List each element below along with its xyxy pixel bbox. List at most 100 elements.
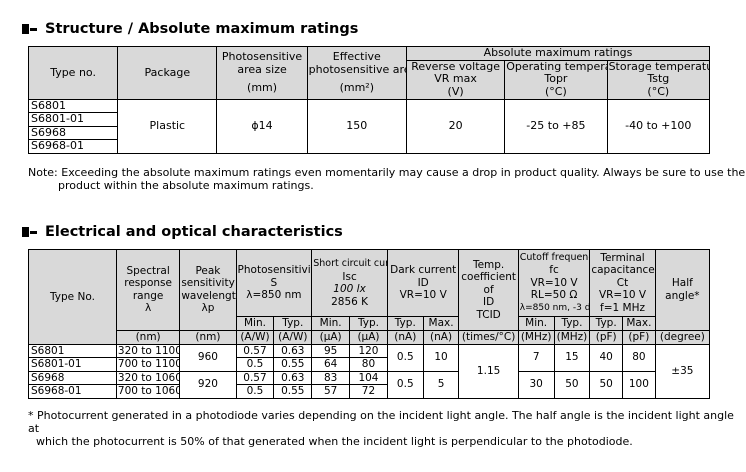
sc-min-cell: 95 <box>311 343 351 358</box>
ps-min-cell: 0.57 <box>235 343 275 358</box>
area-value: ϕ14 <box>216 98 308 154</box>
unit-spectral: (nm) <box>115 329 181 345</box>
subheader-max: Max. <box>422 316 460 331</box>
peak-wavelength-cell: 960 <box>179 343 237 372</box>
type-cell: S6801 <box>27 98 119 113</box>
header-peak-wavelength: Peaksensitivitywavelengthλp <box>179 249 237 331</box>
sc-typ-cell: 120 <box>349 343 388 358</box>
unit-aw: (A/W) <box>273 329 313 345</box>
subheader-min: Min. <box>235 316 275 331</box>
header-dark-current: Dark current ID VR=10 V <box>386 249 460 317</box>
package-value: Plastic <box>117 98 218 154</box>
header-area-size: Photosensitive area size (mm) <box>216 46 308 100</box>
header-package: Package <box>117 46 218 100</box>
ps-typ-cell: 0.55 <box>273 384 313 399</box>
subheader-typ: Typ. <box>589 316 624 331</box>
cutoff-typ-cell: 50 <box>553 370 591 399</box>
header-half-angle: Half angle* <box>654 249 711 331</box>
unit-pf: (pF) <box>589 329 624 345</box>
unit-na: (nA) <box>422 329 460 345</box>
spectral-range-cell: 320 to 1100 <box>115 343 181 358</box>
unit-na: (nA) <box>386 329 424 345</box>
unit-pf: (pF) <box>622 329 656 345</box>
ps-typ-cell: 0.63 <box>273 343 313 358</box>
effective-area-value: 150 <box>306 98 407 154</box>
unit-mhz: (MHz) <box>517 329 555 345</box>
unit-temp: (times/°C) <box>458 329 519 345</box>
structure-table: Type no. Package Photosensitive area size… <box>27 46 711 154</box>
electrical-table: Type No. Spectral response range λ Peak sens… <box>28 249 711 399</box>
subheader-typ: Typ. <box>553 316 591 331</box>
half-angle-cell: ±35 <box>654 343 711 399</box>
reverse-voltage-value: 20 <box>405 98 506 154</box>
operating-temp-value: -25 to +85 <box>504 98 608 154</box>
sc-typ-cell: 72 <box>349 384 388 399</box>
header-reverse-voltage: Reverse voltage VR max (V) <box>405 59 506 100</box>
electrical-note: * Photocurrent generated in a photodiode… <box>28 409 734 448</box>
spectral-range-cell: 700 to 1060 <box>115 384 181 399</box>
dark-max-cell: 5 <box>422 370 460 399</box>
type-cell: S6801 <box>28 343 117 358</box>
type-cell: S6968 <box>27 125 119 140</box>
header-operating-temp: Operating temperatureTopr(°C) <box>504 59 608 100</box>
electrical-section-title: Electrical and optical characteristics <box>22 224 343 240</box>
sc-typ-cell: 80 <box>349 357 388 372</box>
type-cell: S6968-01 <box>28 384 117 399</box>
spectral-range-cell: 320 to 1060 <box>115 370 181 385</box>
ps-min-cell: 0.5 <box>235 384 275 399</box>
subheader-typ: Typ. <box>349 316 388 331</box>
temp-coef-cell: 1.15 <box>458 343 519 399</box>
sc-min-cell: 83 <box>311 370 351 385</box>
subheader-typ: Typ. <box>273 316 313 331</box>
spectral-range-cell: 700 to 1100 <box>115 357 181 372</box>
unit-mhz: (MHz) <box>553 329 591 345</box>
section-bullet-icon <box>22 226 38 238</box>
subheader-min: Min. <box>517 316 555 331</box>
subheader-min: Min. <box>311 316 351 331</box>
ps-min-cell: 0.5 <box>235 357 275 372</box>
peak-wavelength-cell: 920 <box>179 370 237 399</box>
unit-ua: (μA) <box>311 329 351 345</box>
ps-typ-cell: 0.63 <box>273 370 313 385</box>
section-bullet-icon <box>22 23 38 35</box>
header-spectral-range: Spectral response range λ <box>115 249 181 331</box>
type-cell: S6968 <box>28 370 117 385</box>
unit-ua: (μA) <box>349 329 388 345</box>
ps-min-cell: 0.57 <box>235 370 275 385</box>
header-type-no: Type no. <box>27 46 119 100</box>
structure-section-title: Structure / Absolute maximum ratings <box>22 21 358 37</box>
type-cell: S6801-01 <box>27 112 119 127</box>
sc-typ-cell: 104 <box>349 370 388 385</box>
dark-max-cell: 10 <box>422 343 460 372</box>
cutoff-min-cell: 7 <box>517 343 555 372</box>
electrical-title-text: Electrical and optical characteristics <box>45 224 343 240</box>
type-cell: S6801-01 <box>28 357 117 372</box>
header-type-no: Type No. <box>28 249 117 345</box>
cutoff-min-cell: 30 <box>517 370 555 399</box>
unit-degree: (degree) <box>654 329 711 345</box>
ps-typ-cell: 0.55 <box>273 357 313 372</box>
ct-max-cell: 80 <box>622 343 656 372</box>
cutoff-typ-cell: 15 <box>553 343 591 372</box>
header-cutoff-frequency: Cutoff frequencyfcVR=10 VRL=50 Ωλ=850 nm… <box>517 249 591 317</box>
sc-min-cell: 64 <box>311 357 351 372</box>
type-cell: S6968-01 <box>27 139 119 154</box>
header-abs-max: Absolute maximum ratings <box>405 46 711 61</box>
sc-min-cell: 57 <box>311 384 351 399</box>
header-storage-temp: Storage temperatureTstg(°C) <box>606 59 711 100</box>
header-temp-coefficient: Temp. coefficient of ID TCID <box>458 249 519 331</box>
ct-typ-cell: 50 <box>589 370 624 399</box>
unit-peak: (nm) <box>179 329 237 345</box>
ct-max-cell: 100 <box>622 370 656 399</box>
structure-title-text: Structure / Absolute maximum ratings <box>45 21 359 37</box>
header-photosensitivity: PhotosensitivitySλ=850 nm <box>235 249 313 317</box>
storage-temp-value: -40 to +100 <box>606 98 711 154</box>
ct-typ-cell: 40 <box>589 343 624 372</box>
unit-aw: (A/W) <box>235 329 275 345</box>
dark-typ-cell: 0.5 <box>386 343 424 372</box>
subheader-max: Max. <box>622 316 656 331</box>
subheader-typ: Typ. <box>386 316 424 331</box>
